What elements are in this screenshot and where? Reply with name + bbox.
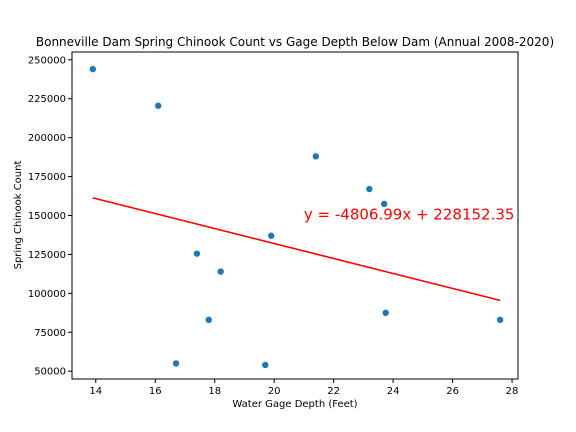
y-tick-label: 175000 — [28, 172, 66, 183]
x-tick-label: 28 — [506, 386, 519, 397]
data-point — [172, 360, 180, 367]
data-point — [205, 316, 212, 324]
regression-equation: y = -4806.99x + 228152.35 — [304, 206, 515, 224]
y-tick-label: 150000 — [28, 211, 66, 222]
x-tick-label: 26 — [446, 386, 459, 397]
x-axis-label: Water Gage Depth (Feet) — [232, 399, 357, 410]
data-point — [382, 309, 389, 317]
y-tick-label: 75000 — [34, 328, 66, 339]
y-tick-label: 200000 — [28, 133, 66, 144]
y-axis: 50000 75000 100000 125000 150000 175000 200000… — [28, 55, 72, 378]
x-tick-label: 16 — [149, 386, 162, 397]
x-tick-label: 18 — [208, 386, 221, 397]
x-tick-label: 14 — [89, 386, 102, 397]
data-point — [312, 153, 320, 160]
regression-line — [92, 197, 501, 302]
regression-layer — [92, 197, 501, 302]
x-axis: 14 16 18 20 22 24 26 28 — [89, 379, 518, 397]
y-tick-label: 100000 — [28, 289, 66, 300]
data-point — [381, 200, 388, 208]
x-tick-label: 22 — [327, 386, 340, 397]
data-point — [217, 268, 224, 275]
data-point — [89, 65, 97, 73]
chart-title: Bonneville Dam Spring Chinook Count vs G… — [36, 35, 554, 49]
y-tick-label: 125000 — [28, 250, 66, 261]
x-tick-label: 20 — [268, 386, 281, 397]
y-axis-label: Spring Chinook Count — [13, 161, 24, 270]
data-point — [496, 316, 504, 324]
data-point — [193, 250, 201, 257]
points-layer — [89, 65, 504, 369]
x-tick-label: 24 — [387, 386, 400, 397]
data-point — [262, 361, 269, 369]
y-tick-label: 225000 — [28, 94, 66, 105]
y-tick-label: 50000 — [34, 367, 66, 378]
y-tick-label: 250000 — [28, 55, 66, 66]
data-point — [268, 232, 275, 239]
data-point — [366, 185, 373, 193]
data-point — [155, 102, 162, 109]
